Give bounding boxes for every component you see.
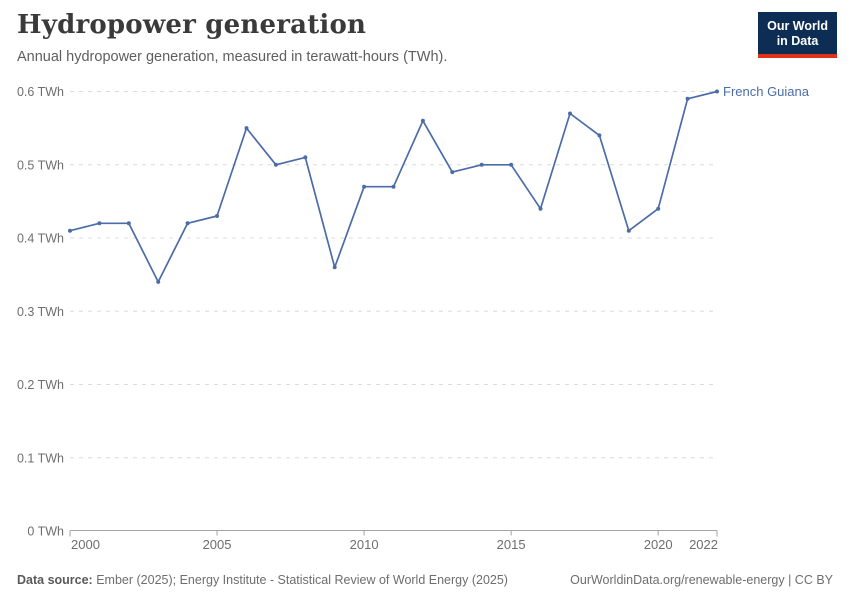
owid-logo[interactable]: Our World in Data [758,12,837,58]
data-point[interactable] [626,228,631,233]
data-point[interactable] [715,89,719,94]
data-point[interactable] [568,111,572,116]
data-point[interactable] [362,184,367,189]
data-point[interactable] [273,162,278,167]
x-tick-label: 2015 [497,537,526,552]
data-point[interactable] [656,206,661,211]
data-point[interactable] [450,170,455,175]
data-point[interactable] [685,96,690,101]
data-point[interactable] [303,155,308,160]
data-point[interactable] [332,265,337,270]
chart-subtitle: Annual hydropower generation, measured i… [17,49,448,65]
y-tick-label: 0.4 TWh [17,232,64,246]
data-point[interactable] [538,206,543,211]
data-point[interactable] [391,184,396,189]
data-point[interactable] [244,126,249,131]
x-tick-label: 2022 [689,537,718,552]
data-point[interactable] [97,221,102,226]
data-point[interactable] [156,279,161,284]
data-point[interactable] [185,221,190,226]
data-point[interactable] [420,118,425,123]
data-source-note: Data source: Ember (2025); Energy Instit… [17,573,508,587]
data-point[interactable] [597,133,602,138]
series-label-french-guiana[interactable]: French Guiana [723,83,809,99]
attribution-link[interactable]: OurWorldinData.org/renewable-energy | CC… [570,573,833,587]
y-tick-label: 0 TWh [27,525,64,539]
data-point[interactable] [215,214,219,218]
chart-title: Hydropower generation [17,10,367,40]
x-tick-label: 2010 [350,537,379,552]
x-tick-label: 2020 [644,537,673,552]
data-point[interactable] [509,162,514,167]
data-source-label: Data source: [17,573,93,587]
owid-logo-line2: in Data [776,33,819,48]
y-tick-label: 0.5 TWh [17,158,64,172]
chart-header: Hydropower generation Annual hydropower … [17,10,730,65]
data-point[interactable] [68,228,72,233]
y-tick-label: 0.1 TWh [17,451,64,465]
x-tick-label: 2005 [203,537,232,552]
owid-logo-line1: Our World [767,19,828,33]
x-tick-label: 2000 [71,537,100,552]
chart-footer: Data source: Ember (2025); Energy Instit… [17,573,833,587]
y-tick-label: 0.2 TWh [17,378,64,392]
data-point[interactable] [479,162,484,167]
data-source-text: Ember (2025); Energy Institute - Statist… [96,573,508,587]
y-tick-label: 0.6 TWh [17,85,64,99]
y-tick-label: 0.3 TWh [17,305,64,319]
data-point[interactable] [126,221,131,226]
